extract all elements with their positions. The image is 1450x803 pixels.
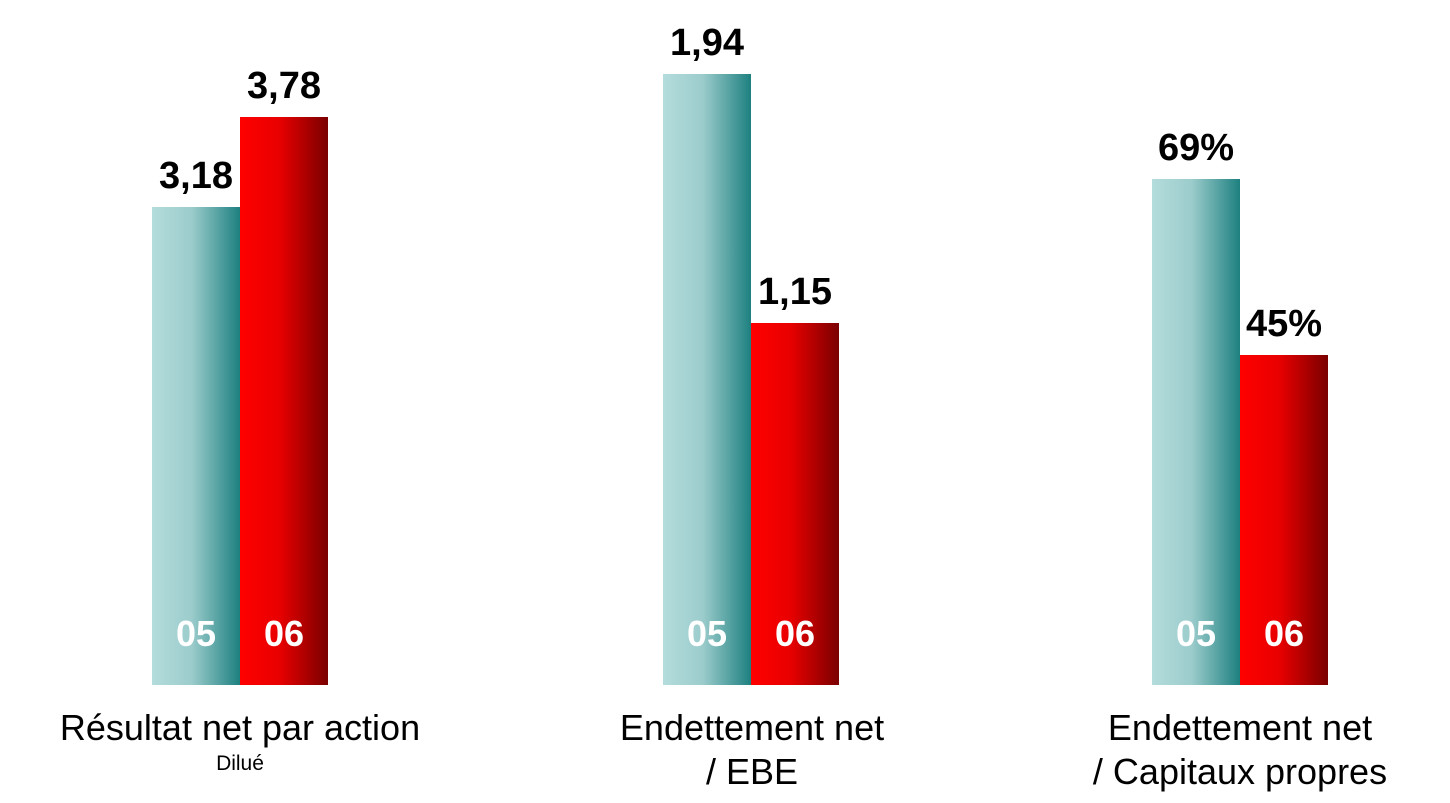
bar-05 [663,74,751,685]
value-label: 69% [1157,127,1235,169]
year-label: 06 [1263,613,1305,654]
year-label: 05 [175,613,217,654]
bar-06 [751,323,839,685]
value-label: 3,78 [247,65,321,107]
category-label-line2: / EBE [705,751,799,792]
category-label-line2: Dilué [216,752,264,775]
category-label: Endettement net / Capitaux propres [1020,706,1450,794]
bar-05 [1152,179,1240,685]
category-label-line1: Endettement net [1107,707,1373,748]
value-label: 1,94 [670,22,744,64]
category-label-line1: Résultat net par action [59,707,421,748]
year-label: 05 [686,613,728,654]
value-label: 45% [1245,303,1323,345]
bar-05 [152,207,240,685]
category-label-line2: / Capitaux propres [1092,751,1388,792]
category-label: Résultat net par action Dilué [20,706,460,778]
category-label-line1: Endettement net [619,707,885,748]
year-label: 05 [1175,613,1217,654]
year-label: 06 [263,613,305,654]
category-label: Endettement net / EBE [532,706,972,794]
bar-06 [1240,355,1328,685]
value-label: 3,18 [159,155,233,197]
year-label: 06 [774,613,816,654]
value-label: 1,15 [758,271,832,313]
bar-06 [240,117,328,685]
